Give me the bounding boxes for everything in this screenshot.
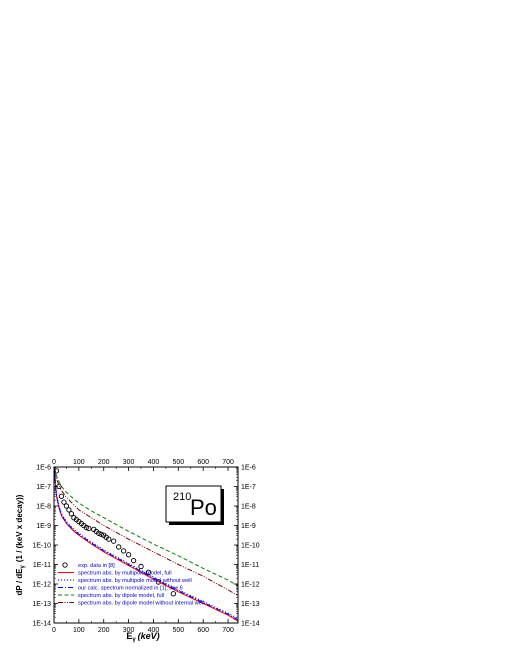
x-tick-label-bottom: 600 [197, 627, 209, 634]
isotope-label-shadow [221, 489, 224, 525]
legend-marker [62, 562, 68, 568]
x-tick-label-top: 200 [98, 459, 110, 466]
series-line-3 [54, 467, 238, 621]
plot-frame [53, 466, 239, 624]
isotope-label-box [165, 485, 222, 523]
y-tick-label-right: 1E-9 [241, 523, 256, 530]
y-tick-label-left: 1E-12 [32, 582, 51, 589]
x-tick-label-bottom: 0 [52, 627, 56, 634]
y-tick-label-left: 1E-11 [33, 562, 51, 569]
exp-data-point [96, 530, 102, 536]
svg-text:dP / dEγ(1 / (keV x decay)): dP / dEγ (1 / (keV x decay)) [15, 494, 26, 595]
x-tick-label-bottom: 300 [123, 627, 135, 634]
exp-data-point [98, 531, 104, 537]
exp-data-point [111, 538, 117, 544]
x-tick-label-top: 400 [148, 459, 160, 466]
x-axis-title: Eγ (keV) [126, 631, 159, 643]
y-tick-label-left: 1E-8 [36, 504, 51, 511]
exp-data-point [125, 552, 132, 558]
series-line-4 [54, 467, 238, 587]
legend-label: our calc. spectrum normalized in [1], li… [78, 586, 183, 592]
y-tick-label-right: 1E-12 [241, 582, 260, 589]
x-axis-title-sub: γ [132, 637, 136, 643]
isotope-element: Po [190, 495, 217, 520]
exp-data-point [145, 569, 152, 575]
y-tick-label-left: 1E-14 [32, 621, 51, 628]
x-tick-label-top: 500 [172, 459, 184, 466]
y-tick-label-right: 1E-10 [241, 543, 260, 550]
y-tick-label-right: 1E-7 [241, 484, 256, 491]
exp-data-point [130, 557, 137, 564]
x-tick-label-top: 0 [52, 459, 56, 466]
legend: exp. data in [8] spectrum abs. by multipo… [58, 562, 204, 607]
exp-data-point [61, 499, 67, 505]
y-tick-label-left: 1E-7 [36, 484, 51, 491]
x-tick-label-bottom: 100 [73, 627, 85, 634]
y-tick-label-right: 1E-8 [241, 504, 256, 511]
exp-data-point [66, 507, 72, 513]
exp-data-point [106, 536, 112, 542]
svg-text:Eγ(keV): Eγ (keV) [126, 631, 159, 643]
y-axis-title-main: dP / dE [15, 568, 24, 596]
x-tick-label-bottom: 700 [222, 627, 234, 634]
x-tick-label-top: 600 [197, 459, 209, 466]
exp-data-point [115, 544, 122, 550]
x-tick-label-bottom: 500 [172, 627, 184, 634]
y-tick-label-right: 1E-14 [241, 621, 260, 628]
y-axis-title-sub: γ [20, 564, 26, 568]
legend-label: spectrum abs. by dipole model without in… [78, 601, 204, 607]
y-tick-label-left: 1E-13 [32, 601, 51, 608]
y-tick-label-left: 1E-6 [36, 465, 51, 472]
x-tick-label-top: 100 [73, 459, 85, 466]
y-axis-title: dP / dEγ (1 / (keV x decay)) [15, 494, 26, 595]
isotope-label-shadow-bottom [169, 522, 224, 525]
isotope-label: 210 Po [165, 485, 224, 525]
exp-data-point [170, 591, 177, 597]
legend-label: spectrum abs. by multipole model without… [78, 578, 192, 584]
exp-data-point [120, 548, 127, 554]
x-tick-label-top: 300 [123, 459, 135, 466]
x-tick-label-top: 700 [222, 459, 234, 466]
isotope-mass-number: 210 [173, 491, 191, 503]
exp-data-point [58, 493, 65, 499]
exp-data-point [86, 525, 92, 532]
y-tick-label-right: 1E-13 [241, 601, 260, 608]
series-line-5 [54, 468, 238, 597]
y-tick-label-left: 1E-9 [36, 523, 51, 530]
exp-data-point [83, 524, 89, 531]
exp-data-point [138, 563, 144, 570]
ticks-layer: 0 0 100 100 200 200 300 300 400 400 500 500 600 600 70… [32, 459, 259, 634]
x-axis-title-unit: (keV) [138, 631, 160, 641]
legend-label: exp. data in [8] [78, 563, 115, 569]
y-tick-label-right: 1E-11 [241, 562, 259, 569]
y-tick-label-left: 1E-10 [32, 543, 51, 550]
y-tick-label-right: 1E-6 [241, 465, 256, 472]
x-axis-title-main: E [126, 631, 132, 641]
exp-data-point [63, 503, 70, 509]
exp-data-point [68, 511, 75, 517]
x-tick-label-bottom: 400 [148, 627, 160, 634]
series-layer [54, 467, 238, 622]
x-tick-label-bottom: 200 [98, 627, 110, 634]
legend-label: spectrum abs. by dipole model, full [78, 593, 164, 599]
y-axis-title-unit: (1 / (keV x decay)) [15, 494, 24, 562]
legend-label: spectrum abs. by multipole model, full [78, 571, 172, 577]
